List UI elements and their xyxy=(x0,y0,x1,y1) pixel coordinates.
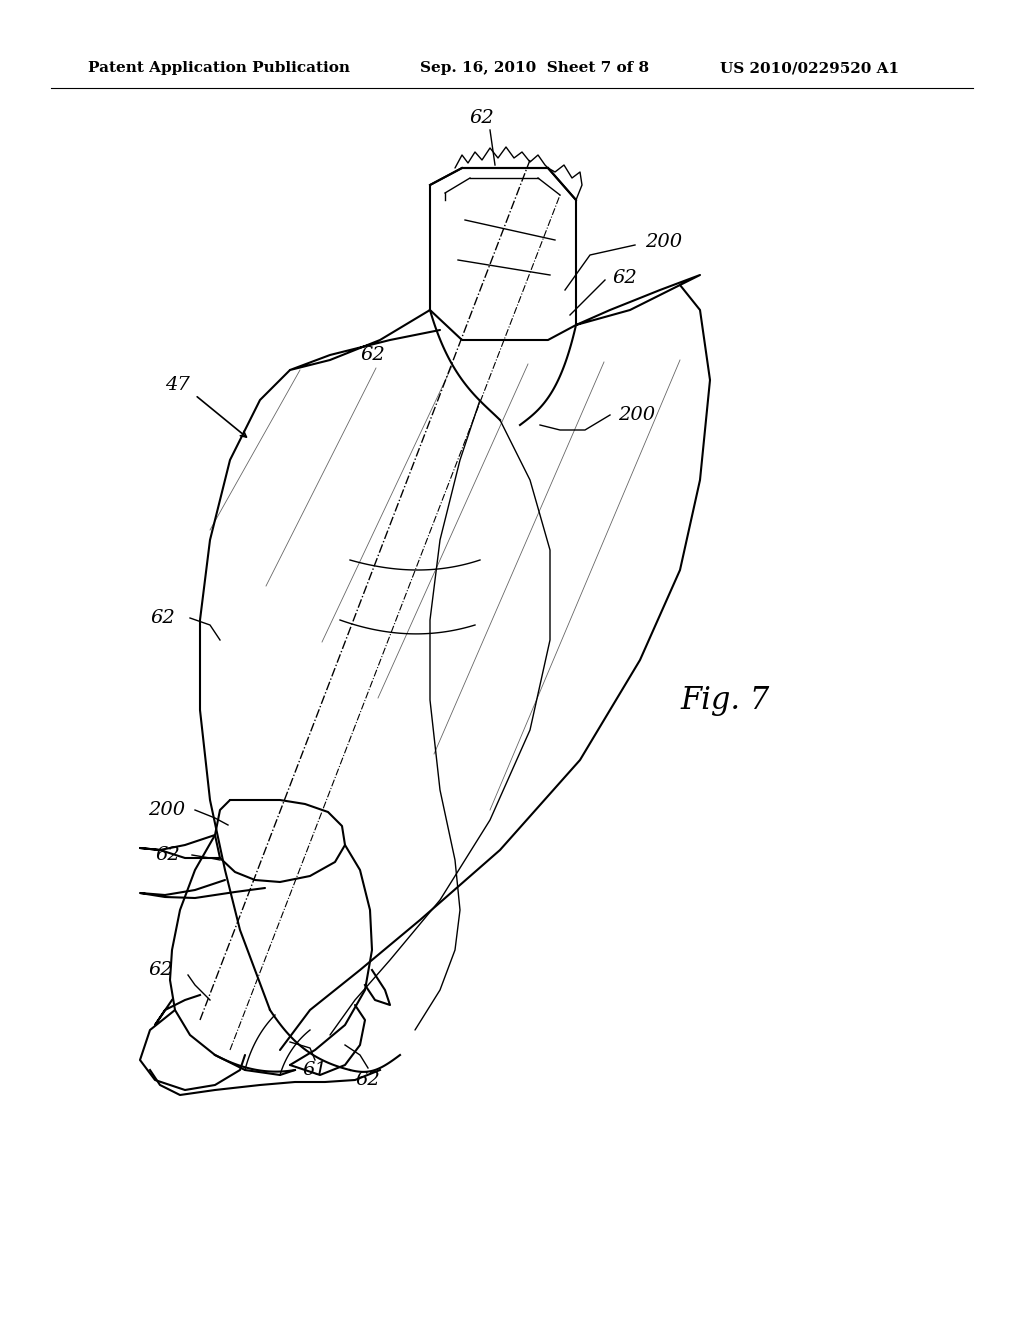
Text: US 2010/0229520 A1: US 2010/0229520 A1 xyxy=(720,61,899,75)
Text: 200: 200 xyxy=(645,234,682,251)
Text: 62: 62 xyxy=(155,846,180,865)
Text: 62: 62 xyxy=(360,346,385,364)
Text: 62: 62 xyxy=(612,269,637,286)
Text: Patent Application Publication: Patent Application Publication xyxy=(88,61,350,75)
Text: 62: 62 xyxy=(150,609,175,627)
Text: 62: 62 xyxy=(470,110,495,127)
Text: Fig. 7: Fig. 7 xyxy=(680,685,769,715)
Text: 62: 62 xyxy=(355,1071,380,1089)
Text: Sep. 16, 2010  Sheet 7 of 8: Sep. 16, 2010 Sheet 7 of 8 xyxy=(420,61,649,75)
Text: 61: 61 xyxy=(303,1061,328,1078)
Text: 62: 62 xyxy=(148,961,173,979)
Text: 47: 47 xyxy=(165,376,189,393)
Text: 200: 200 xyxy=(148,801,185,818)
Text: 200: 200 xyxy=(618,407,655,424)
